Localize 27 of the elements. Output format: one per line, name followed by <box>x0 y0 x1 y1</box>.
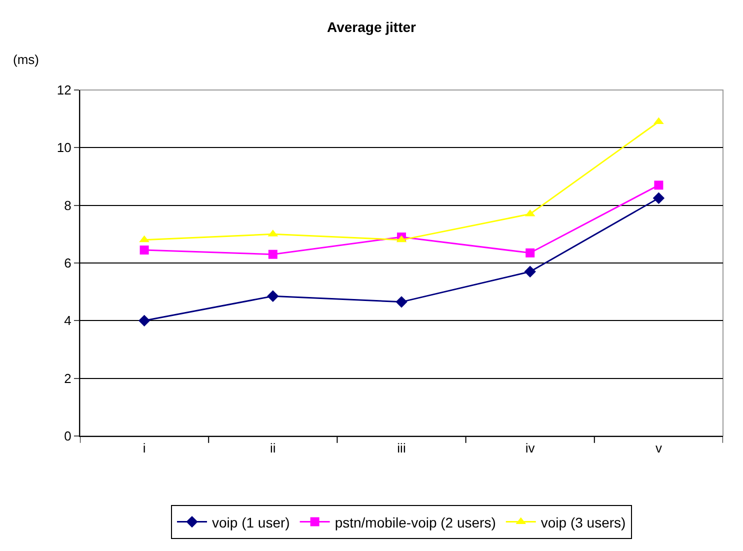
point <box>268 250 278 259</box>
y-tick-label: 8 <box>64 198 72 213</box>
x-tick-label: i <box>142 440 146 456</box>
point <box>526 248 535 258</box>
point <box>138 314 150 327</box>
y-tick-label: 0 <box>64 428 72 444</box>
legend-label: voip (3 users) <box>540 514 626 530</box>
x-tick-label: iv <box>525 440 536 456</box>
y-tick-label: 2 <box>64 370 72 386</box>
y-axis-title: (ms) <box>13 52 39 67</box>
y-tick-label: 10 <box>56 140 72 156</box>
y-tick-label: 6 <box>64 256 72 271</box>
x-tick-label: v <box>655 440 662 456</box>
point <box>139 235 150 242</box>
point <box>267 290 279 302</box>
x-tick-label: iii <box>397 440 406 456</box>
point <box>524 266 536 278</box>
chart-title: Average jitter <box>327 18 417 35</box>
point <box>654 180 664 190</box>
y-tick-label: 4 <box>64 313 72 328</box>
legend-label: voip (1 user) <box>212 514 290 530</box>
point <box>140 246 149 255</box>
y-tick-label: 12 <box>56 82 72 98</box>
point <box>396 296 408 308</box>
legend-label: pstn/mobile-voip (2 users) <box>334 514 496 530</box>
point <box>652 192 665 204</box>
x-tick-label: ii <box>270 440 276 456</box>
